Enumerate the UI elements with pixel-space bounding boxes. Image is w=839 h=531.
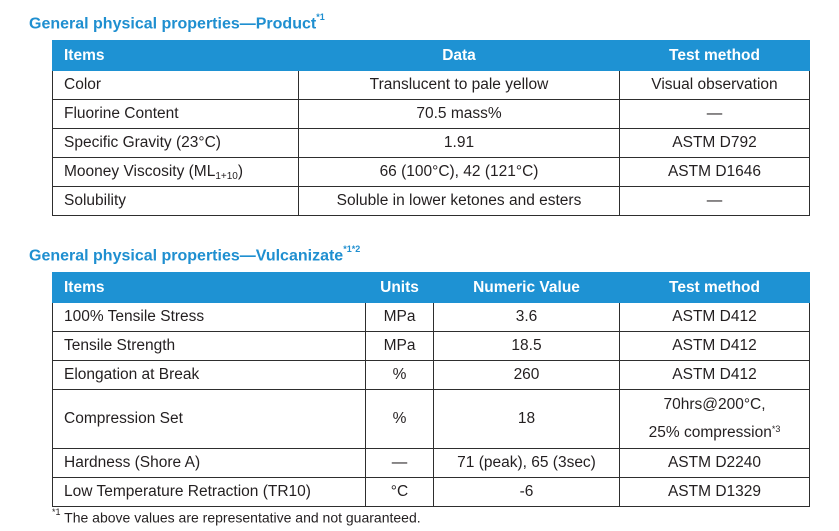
vulcanizate-section-title: General physical properties—Vulcanizate*… [29,244,361,265]
product-properties-table: Items Data Test method Color Translucent… [52,40,810,216]
test-method-cell: ASTM D1329 [619,477,810,507]
data-cell: Soluble in lower ketones and esters [298,186,620,216]
test-method-cell: ASTM D792 [619,128,810,158]
test-method-cell: Visual observation [619,70,810,100]
units-cell: — [365,448,434,478]
column-header-items: Items [52,272,366,303]
numeric-value-cell: 260 [433,360,620,390]
column-header-test-method: Test method [619,40,810,71]
column-header-numeric-value: Numeric Value [433,272,620,303]
footnote-text: The above values are representative and … [60,509,421,526]
test-method-cell: ASTM D2240 [619,448,810,478]
product-section-title: General physical properties—Product*1 [29,12,325,33]
test-method-cell: 70hrs@200°C, 25% compression*3 [619,389,810,449]
footnote: *1 The above values are representative a… [52,507,421,526]
vulcanizate-properties-table: Items Units Numeric Value Test method 10… [52,272,810,507]
units-cell: % [365,360,434,390]
item-cell: Specific Gravity (23°C) [52,128,299,158]
table-row: 100% Tensile Stress MPa 3.6 ASTM D412 [52,302,810,332]
vulcanizate-title-footnote-marker: *1*2 [343,244,361,254]
data-cell: 70.5 mass% [298,99,620,129]
item-cell: Solubility [52,186,299,216]
numeric-value-cell: 71 (peak), 65 (3sec) [433,448,620,478]
test-method-cell: ASTM D412 [619,331,810,361]
numeric-value-cell: 18 [433,389,620,449]
table-row: Solubility Soluble in lower ketones and … [52,186,810,216]
table-header-row: Items Data Test method [52,40,810,71]
item-cell-subscript: 1+10 [215,171,238,182]
column-header-test-method: Test method [619,272,810,303]
item-cell: Compression Set [52,389,366,449]
table-row: Fluorine Content 70.5 mass% — [52,99,810,129]
item-cell-main-text: Mooney Viscosity (ML [64,163,216,180]
numeric-value-cell: 18.5 [433,331,620,361]
table-row: Low Temperature Retraction (TR10) °C -6 … [52,477,810,507]
test-method-line-1: 70hrs@200°C, [663,395,766,413]
item-cell: Mooney Viscosity (ML1+10) [52,157,299,187]
table-row: Tensile Strength MPa 18.5 ASTM D412 [52,331,810,361]
item-cell: Tensile Strength [52,331,366,361]
table-row: Specific Gravity (23°C) 1.91 ASTM D792 [52,128,810,158]
column-header-items: Items [52,40,299,71]
column-header-data: Data [298,40,620,71]
item-cell: 100% Tensile Stress [52,302,366,332]
test-method-cell: — [619,186,810,216]
table-row: Compression Set % 18 70hrs@200°C, 25% com… [52,389,810,449]
data-cell: 1.91 [298,128,620,158]
item-cell: Fluorine Content [52,99,299,129]
units-cell: °C [365,477,434,507]
column-header-units: Units [365,272,434,303]
data-cell: 66 (100°C), 42 (121°C) [298,157,620,187]
table-header-row: Items Units Numeric Value Test method [52,272,810,303]
data-cell: Translucent to pale yellow [298,70,620,100]
units-cell: MPa [365,331,434,361]
table-row: Mooney Viscosity (ML1+10) 66 (100°C), 42… [52,157,810,187]
item-cell: Color [52,70,299,100]
test-method-line-2: 25% compression [648,423,772,441]
numeric-value-cell: 3.6 [433,302,620,332]
footnote-marker: *1 [52,507,61,517]
item-cell: Hardness (Shore A) [52,448,366,478]
units-cell: MPa [365,302,434,332]
test-method-cell: ASTM D412 [619,302,810,332]
table-row: Color Translucent to pale yellow Visual … [52,70,810,100]
table-row: Hardness (Shore A) — 71 (peak), 65 (3sec… [52,448,810,478]
numeric-value-cell: -6 [433,477,620,507]
item-cell-end-text: ) [237,163,244,180]
table-row: Elongation at Break % 260 ASTM D412 [52,360,810,390]
units-cell: % [365,389,434,449]
product-title-footnote-marker: *1 [316,12,325,22]
test-method-footnote-marker: *3 [771,423,781,434]
test-method-cell: ASTM D1646 [619,157,810,187]
test-method-cell: ASTM D412 [619,360,810,390]
test-method-cell: — [619,99,810,129]
item-cell: Low Temperature Retraction (TR10) [52,477,366,507]
item-cell: Elongation at Break [52,360,366,390]
